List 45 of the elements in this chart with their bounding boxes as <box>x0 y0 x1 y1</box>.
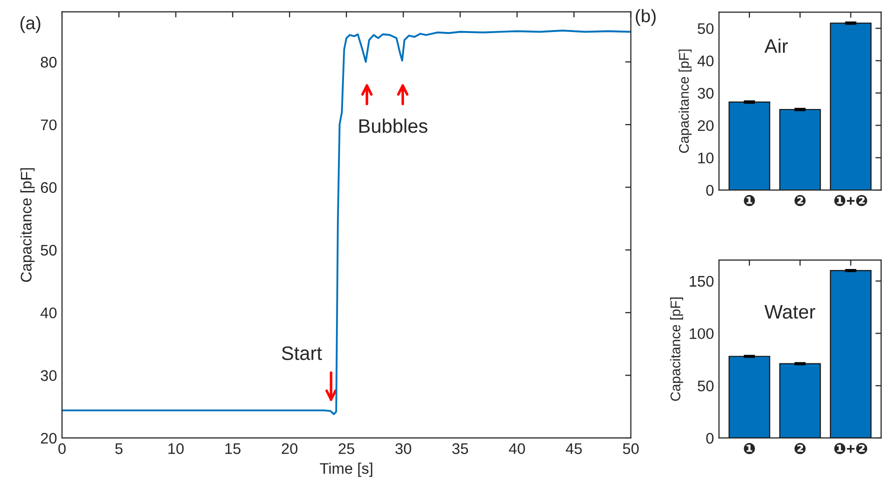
x-tick-label: ❷ <box>794 195 806 206</box>
x-tick-label: ❶+❷ <box>834 195 868 206</box>
y-axis-title: Capacitance [pF] <box>678 50 692 153</box>
y-tick-label: 150 <box>690 276 714 287</box>
y-tick-label: 50 <box>698 380 714 392</box>
x-tick-label: 25 <box>338 443 354 454</box>
y-tick-label: 10 <box>698 152 714 164</box>
y-tick-label: 20 <box>40 432 57 444</box>
x-tick-label: 30 <box>395 443 412 454</box>
annotation: Air <box>764 38 788 53</box>
y-tick-label: 20 <box>698 120 714 132</box>
x-tick-label: 50 <box>622 443 639 454</box>
x-tick-label: 35 <box>452 443 468 454</box>
y-tick-label: 50 <box>40 244 57 256</box>
y-tick-label: 40 <box>697 56 714 66</box>
y-tick-label: 70 <box>40 119 57 130</box>
y-axis-title: Capacitance [pF] <box>20 168 35 282</box>
y-axis-title: Capacitance [pF] <box>670 298 684 401</box>
x-tick-label: ❶ <box>744 195 755 206</box>
x-tick-label: 40 <box>508 443 525 454</box>
y-tick-label: 80 <box>40 56 57 68</box>
annotation: Start <box>282 346 322 360</box>
x-tick-label: 15 <box>225 443 241 454</box>
x-tick-label: ❷ <box>794 442 806 454</box>
annotation: Bubbles <box>359 118 428 133</box>
text: (a) <box>20 16 40 33</box>
line-series <box>62 30 631 416</box>
x-tick-label: ❶ <box>744 442 755 454</box>
text: (b) <box>636 9 656 26</box>
annotation: Water <box>764 305 816 319</box>
x-tick-label: 0 <box>58 443 66 454</box>
x-tick-label: 20 <box>282 443 298 454</box>
y-tick-label: 100 <box>690 328 714 340</box>
x-tick-label: 10 <box>168 443 184 454</box>
x-axis-title: Time [s] <box>320 462 372 477</box>
y-tick-label: 30 <box>40 370 57 381</box>
y-tick-label: 30 <box>698 88 714 99</box>
y-tick-label: 0 <box>706 432 714 444</box>
y-tick-label: 0 <box>706 184 714 196</box>
y-tick-label: 40 <box>40 307 57 318</box>
y-tick-label: 60 <box>40 182 57 193</box>
x-tick-label: 45 <box>566 443 582 454</box>
y-tick-label: 50 <box>698 23 714 34</box>
x-tick-label: 5 <box>115 443 123 454</box>
x-tick-label: ❶+❷ <box>834 442 868 454</box>
